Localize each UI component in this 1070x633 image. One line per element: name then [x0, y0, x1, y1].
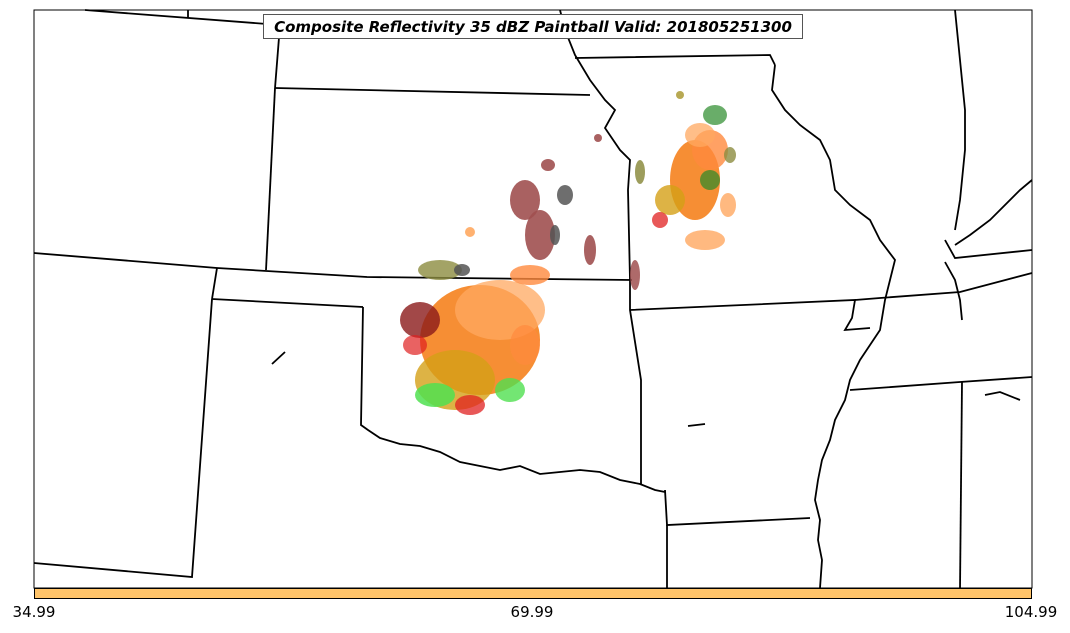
colorbar-tick-max: 104.99 [1004, 603, 1058, 621]
map-title: Composite Reflectivity 35 dBZ Paintball … [263, 14, 803, 39]
colorbar-tick-min: 34.99 [12, 603, 56, 621]
colorbar-tick-mid: 69.99 [510, 603, 554, 621]
colorbar [34, 588, 1032, 599]
paintball-reflectivity [400, 91, 736, 415]
state-borders [33, 9, 1033, 591]
